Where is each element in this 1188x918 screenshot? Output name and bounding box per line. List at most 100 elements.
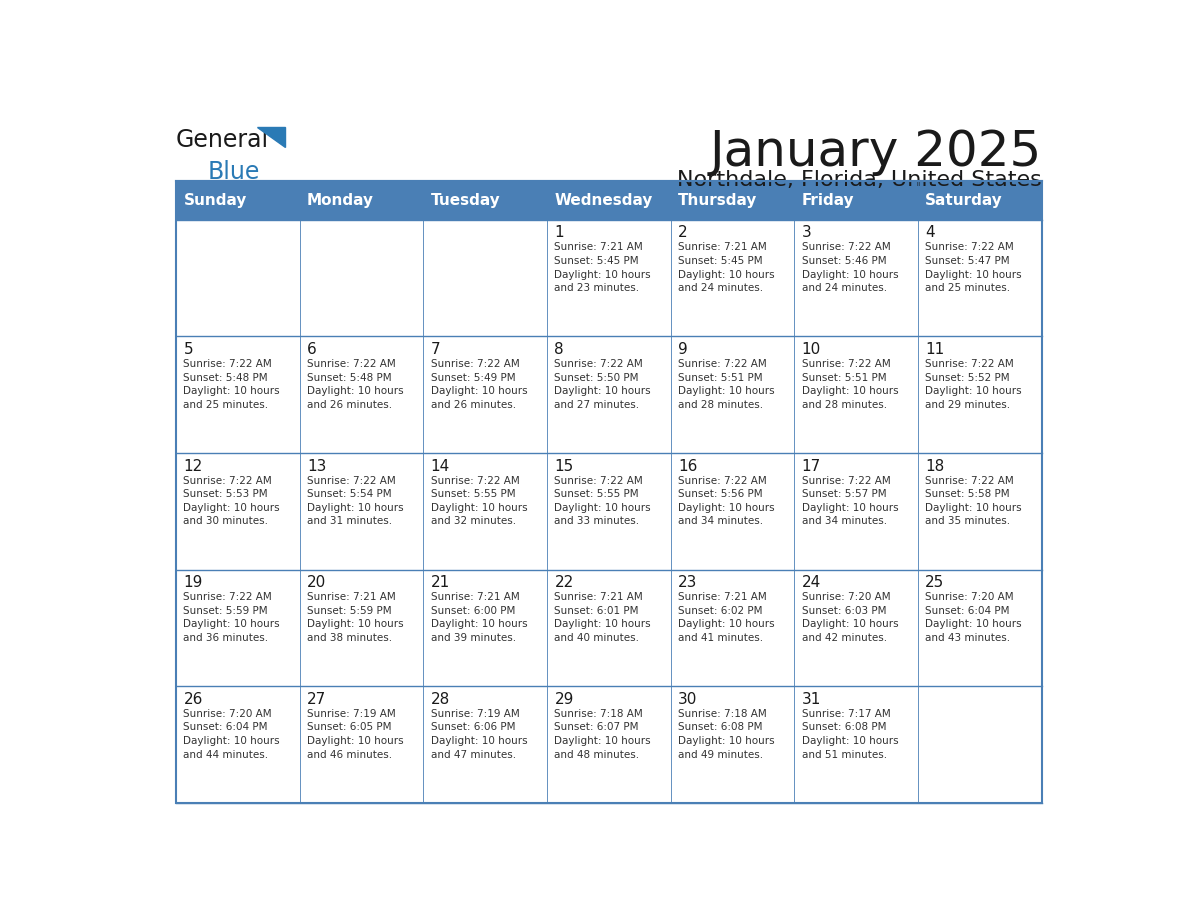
FancyBboxPatch shape	[795, 181, 918, 219]
Text: Sunrise: 7:20 AM
Sunset: 6:04 PM
Daylight: 10 hours
and 44 minutes.: Sunrise: 7:20 AM Sunset: 6:04 PM Dayligh…	[183, 709, 280, 760]
Text: Sunrise: 7:21 AM
Sunset: 6:01 PM
Daylight: 10 hours
and 40 minutes.: Sunrise: 7:21 AM Sunset: 6:01 PM Dayligh…	[555, 592, 651, 643]
FancyBboxPatch shape	[546, 453, 671, 569]
Text: Sunrise: 7:21 AM
Sunset: 5:59 PM
Daylight: 10 hours
and 38 minutes.: Sunrise: 7:21 AM Sunset: 5:59 PM Dayligh…	[308, 592, 404, 643]
Text: Sunrise: 7:17 AM
Sunset: 6:08 PM
Daylight: 10 hours
and 51 minutes.: Sunrise: 7:17 AM Sunset: 6:08 PM Dayligh…	[802, 709, 898, 760]
Text: 15: 15	[555, 459, 574, 474]
FancyBboxPatch shape	[918, 453, 1042, 569]
Text: 6: 6	[308, 342, 317, 357]
Polygon shape	[257, 127, 285, 147]
FancyBboxPatch shape	[176, 687, 299, 803]
FancyBboxPatch shape	[423, 219, 546, 336]
Text: Sunrise: 7:22 AM
Sunset: 5:58 PM
Daylight: 10 hours
and 35 minutes.: Sunrise: 7:22 AM Sunset: 5:58 PM Dayligh…	[925, 476, 1022, 526]
Text: Tuesday: Tuesday	[431, 193, 500, 207]
Text: General: General	[176, 128, 270, 151]
Text: Sunrise: 7:22 AM
Sunset: 5:52 PM
Daylight: 10 hours
and 29 minutes.: Sunrise: 7:22 AM Sunset: 5:52 PM Dayligh…	[925, 359, 1022, 409]
Text: January 2025: January 2025	[709, 128, 1042, 176]
FancyBboxPatch shape	[918, 181, 1042, 219]
Text: 8: 8	[555, 342, 564, 357]
Text: 17: 17	[802, 459, 821, 474]
Text: Blue: Blue	[208, 160, 260, 184]
FancyBboxPatch shape	[299, 336, 423, 453]
Text: Sunrise: 7:22 AM
Sunset: 5:53 PM
Daylight: 10 hours
and 30 minutes.: Sunrise: 7:22 AM Sunset: 5:53 PM Dayligh…	[183, 476, 280, 526]
FancyBboxPatch shape	[795, 569, 918, 687]
FancyBboxPatch shape	[299, 219, 423, 336]
Text: 31: 31	[802, 692, 821, 707]
Text: Friday: Friday	[802, 193, 854, 207]
FancyBboxPatch shape	[918, 336, 1042, 453]
FancyBboxPatch shape	[176, 219, 299, 336]
FancyBboxPatch shape	[299, 569, 423, 687]
FancyBboxPatch shape	[795, 453, 918, 569]
Text: 23: 23	[678, 576, 697, 590]
Text: 18: 18	[925, 459, 944, 474]
FancyBboxPatch shape	[546, 219, 671, 336]
Text: 21: 21	[431, 576, 450, 590]
Text: 7: 7	[431, 342, 441, 357]
Text: Sunrise: 7:22 AM
Sunset: 5:55 PM
Daylight: 10 hours
and 33 minutes.: Sunrise: 7:22 AM Sunset: 5:55 PM Dayligh…	[555, 476, 651, 526]
FancyBboxPatch shape	[918, 569, 1042, 687]
FancyBboxPatch shape	[671, 569, 795, 687]
Text: Sunrise: 7:22 AM
Sunset: 5:57 PM
Daylight: 10 hours
and 34 minutes.: Sunrise: 7:22 AM Sunset: 5:57 PM Dayligh…	[802, 476, 898, 526]
Text: Sunrise: 7:22 AM
Sunset: 5:48 PM
Daylight: 10 hours
and 25 minutes.: Sunrise: 7:22 AM Sunset: 5:48 PM Dayligh…	[183, 359, 280, 409]
Text: 14: 14	[431, 459, 450, 474]
Text: 25: 25	[925, 576, 944, 590]
Text: Sunrise: 7:22 AM
Sunset: 5:47 PM
Daylight: 10 hours
and 25 minutes.: Sunrise: 7:22 AM Sunset: 5:47 PM Dayligh…	[925, 242, 1022, 293]
FancyBboxPatch shape	[299, 453, 423, 569]
FancyBboxPatch shape	[546, 336, 671, 453]
FancyBboxPatch shape	[795, 687, 918, 803]
Text: Saturday: Saturday	[925, 193, 1003, 207]
Text: 29: 29	[555, 692, 574, 707]
Text: 24: 24	[802, 576, 821, 590]
FancyBboxPatch shape	[918, 687, 1042, 803]
Text: 9: 9	[678, 342, 688, 357]
FancyBboxPatch shape	[176, 181, 299, 219]
FancyBboxPatch shape	[918, 219, 1042, 336]
Text: Sunrise: 7:22 AM
Sunset: 5:51 PM
Daylight: 10 hours
and 28 minutes.: Sunrise: 7:22 AM Sunset: 5:51 PM Dayligh…	[802, 359, 898, 409]
Text: 11: 11	[925, 342, 944, 357]
Text: 22: 22	[555, 576, 574, 590]
Text: Sunrise: 7:22 AM
Sunset: 5:56 PM
Daylight: 10 hours
and 34 minutes.: Sunrise: 7:22 AM Sunset: 5:56 PM Dayligh…	[678, 476, 775, 526]
FancyBboxPatch shape	[176, 336, 299, 453]
Text: Monday: Monday	[308, 193, 374, 207]
Text: Sunrise: 7:21 AM
Sunset: 6:02 PM
Daylight: 10 hours
and 41 minutes.: Sunrise: 7:21 AM Sunset: 6:02 PM Dayligh…	[678, 592, 775, 643]
FancyBboxPatch shape	[423, 336, 546, 453]
Text: 26: 26	[183, 692, 203, 707]
Text: 16: 16	[678, 459, 697, 474]
FancyBboxPatch shape	[423, 687, 546, 803]
Text: Sunrise: 7:22 AM
Sunset: 5:46 PM
Daylight: 10 hours
and 24 minutes.: Sunrise: 7:22 AM Sunset: 5:46 PM Dayligh…	[802, 242, 898, 293]
Text: 28: 28	[431, 692, 450, 707]
FancyBboxPatch shape	[176, 569, 299, 687]
Text: Northdale, Florida, United States: Northdale, Florida, United States	[677, 170, 1042, 190]
Text: Sunrise: 7:22 AM
Sunset: 5:54 PM
Daylight: 10 hours
and 31 minutes.: Sunrise: 7:22 AM Sunset: 5:54 PM Dayligh…	[308, 476, 404, 526]
FancyBboxPatch shape	[671, 453, 795, 569]
FancyBboxPatch shape	[546, 687, 671, 803]
Text: Wednesday: Wednesday	[555, 193, 652, 207]
FancyBboxPatch shape	[795, 336, 918, 453]
FancyBboxPatch shape	[546, 569, 671, 687]
Text: Thursday: Thursday	[678, 193, 758, 207]
Text: Sunrise: 7:22 AM
Sunset: 5:59 PM
Daylight: 10 hours
and 36 minutes.: Sunrise: 7:22 AM Sunset: 5:59 PM Dayligh…	[183, 592, 280, 643]
FancyBboxPatch shape	[299, 687, 423, 803]
Text: Sunrise: 7:22 AM
Sunset: 5:49 PM
Daylight: 10 hours
and 26 minutes.: Sunrise: 7:22 AM Sunset: 5:49 PM Dayligh…	[431, 359, 527, 409]
Text: 5: 5	[183, 342, 194, 357]
FancyBboxPatch shape	[671, 687, 795, 803]
Text: Sunrise: 7:22 AM
Sunset: 5:55 PM
Daylight: 10 hours
and 32 minutes.: Sunrise: 7:22 AM Sunset: 5:55 PM Dayligh…	[431, 476, 527, 526]
FancyBboxPatch shape	[795, 219, 918, 336]
Text: 4: 4	[925, 226, 935, 241]
FancyBboxPatch shape	[423, 453, 546, 569]
Text: Sunrise: 7:22 AM
Sunset: 5:51 PM
Daylight: 10 hours
and 28 minutes.: Sunrise: 7:22 AM Sunset: 5:51 PM Dayligh…	[678, 359, 775, 409]
Text: 13: 13	[308, 459, 327, 474]
Text: Sunrise: 7:21 AM
Sunset: 6:00 PM
Daylight: 10 hours
and 39 minutes.: Sunrise: 7:21 AM Sunset: 6:00 PM Dayligh…	[431, 592, 527, 643]
FancyBboxPatch shape	[546, 181, 671, 219]
Text: Sunrise: 7:20 AM
Sunset: 6:03 PM
Daylight: 10 hours
and 42 minutes.: Sunrise: 7:20 AM Sunset: 6:03 PM Dayligh…	[802, 592, 898, 643]
Text: 3: 3	[802, 226, 811, 241]
FancyBboxPatch shape	[671, 219, 795, 336]
Text: Sunrise: 7:18 AM
Sunset: 6:08 PM
Daylight: 10 hours
and 49 minutes.: Sunrise: 7:18 AM Sunset: 6:08 PM Dayligh…	[678, 709, 775, 760]
Text: 20: 20	[308, 576, 327, 590]
FancyBboxPatch shape	[176, 453, 299, 569]
Text: Sunrise: 7:19 AM
Sunset: 6:06 PM
Daylight: 10 hours
and 47 minutes.: Sunrise: 7:19 AM Sunset: 6:06 PM Dayligh…	[431, 709, 527, 760]
FancyBboxPatch shape	[299, 181, 423, 219]
Text: 1: 1	[555, 226, 564, 241]
FancyBboxPatch shape	[423, 569, 546, 687]
Text: 27: 27	[308, 692, 327, 707]
